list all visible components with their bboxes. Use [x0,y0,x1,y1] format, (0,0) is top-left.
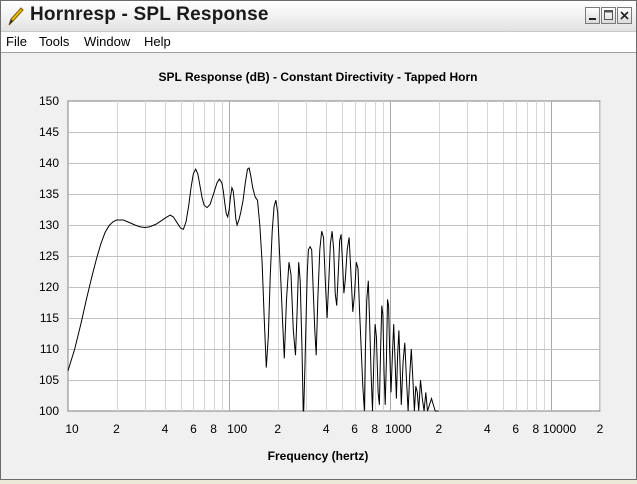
x-tick-label: 6 [512,422,519,436]
x-tick-label: 8 [533,422,540,436]
y-tick-label: 145 [39,125,59,139]
minimize-button[interactable] [585,7,600,24]
menu-window[interactable]: Window [84,34,131,49]
menu-file[interactable]: File [6,34,27,49]
y-tick-label: 125 [39,249,59,263]
spl-chart: SPL Response (dB) - Constant Directivity… [39,70,604,463]
y-tick-label: 140 [39,156,59,170]
x-tick-label: 1000 [385,422,412,436]
menu-tools[interactable]: Tools [39,34,70,49]
grid-lines [68,101,601,411]
x-tick-label: 8 [210,422,217,436]
x-tick-label: 2 [435,422,442,436]
menu-bar: File Tools Window Help [1,32,636,53]
y-tick-label: 105 [39,373,59,387]
pencil-icon [6,6,24,26]
x-tick-label: 6 [351,422,358,436]
spl-trace [67,167,439,412]
x-tick-label: 4 [323,422,330,436]
chart-title: SPL Response (dB) - Constant Directivity… [159,70,478,84]
x-tick-label: 100 [227,422,247,436]
x-tick-label: 2 [113,422,120,436]
y-tick-label: 110 [40,342,59,356]
x-tick-label: 4 [484,422,491,436]
y-tick-label: 100 [39,404,59,418]
x-tick-label: 10000 [543,422,577,436]
x-tick-label: 10 [65,422,79,436]
y-tick-label: 130 [39,218,59,232]
y-tick-label: 135 [39,187,59,201]
x-tick-label: 2 [274,422,281,436]
maximize-button[interactable] [601,7,616,24]
x-tick-label: 8 [371,422,378,436]
y-tick-label: 115 [40,311,59,325]
close-button[interactable] [617,7,632,24]
chart-area: SPL Response (dB) - Constant Directivity… [1,53,636,479]
window-title: Hornresp - SPL Response [30,4,269,25]
y-tick-label: 150 [39,94,59,108]
y-tick-label: 120 [39,280,59,294]
x-tick-labels: 10 2 4 6 8 100 2 4 6 8 1000 2 4 6 8 10000 2 [65,422,603,436]
x-tick-label: 2 [597,422,604,436]
y-tick-labels: 100 105 110 115 120 125 130 135 140 145 150 [39,94,59,418]
menu-help[interactable]: Help [144,34,171,49]
x-tick-label: 6 [190,422,197,436]
x-axis-label: Frequency (hertz) [268,449,369,463]
x-tick-label: 4 [162,422,169,436]
title-bar[interactable]: Hornresp - SPL Response [1,1,636,32]
